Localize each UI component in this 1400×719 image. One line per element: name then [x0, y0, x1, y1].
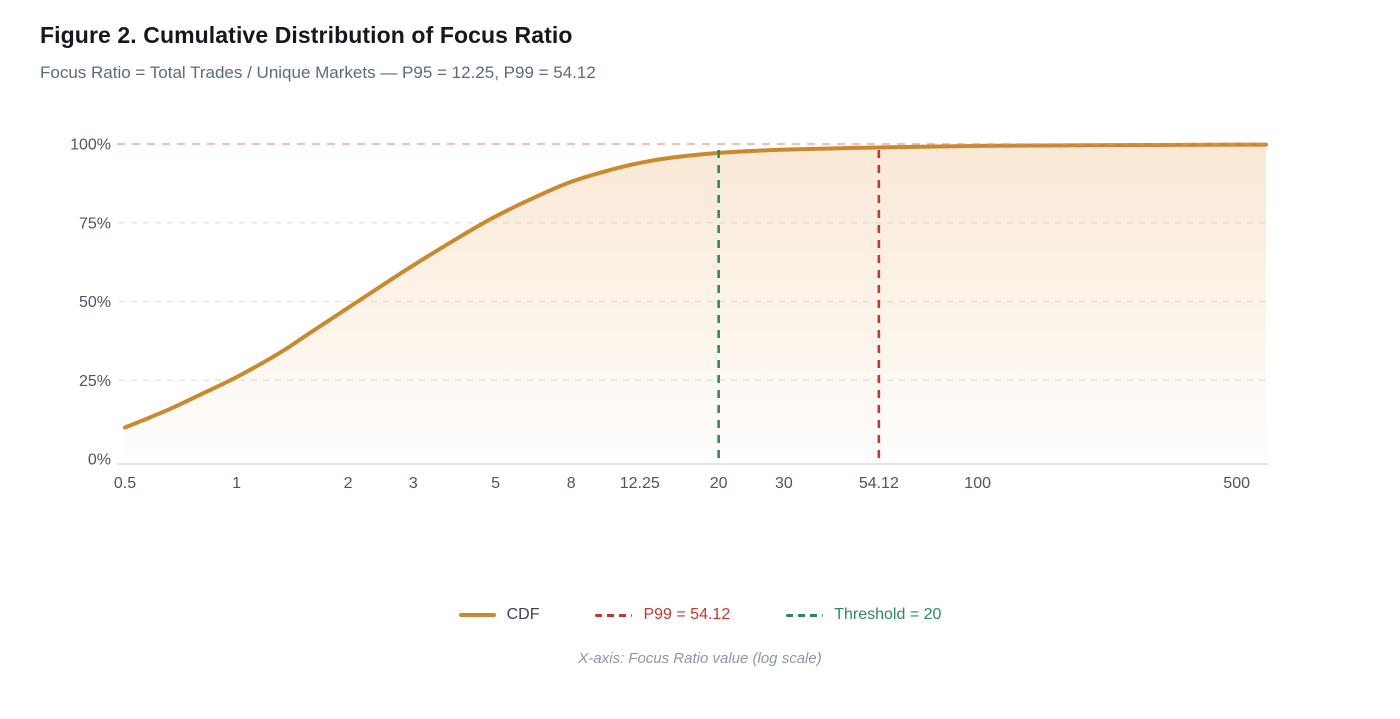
y-axis-labels: 0% 25% 50% 75% 100%	[70, 137, 111, 469]
svg-text:50%: 50%	[79, 294, 111, 311]
threshold-dashed-swatch	[786, 613, 824, 617]
legend-item-cdf: CDF	[458, 606, 540, 624]
figure-subtitle: Focus Ratio = Total Trades / Unique Mark…	[40, 63, 596, 82]
svg-text:0%: 0%	[88, 452, 111, 469]
svg-text:100%: 100%	[70, 137, 111, 154]
legend-item-p99: P99 = 54.12	[595, 606, 730, 624]
svg-text:20: 20	[710, 475, 728, 492]
svg-text:1: 1	[232, 475, 241, 492]
svg-text:54.12: 54.12	[859, 475, 899, 492]
legend-label-p99: P99 = 54.12	[643, 606, 731, 623]
x-axis-labels: 0.5 1 2 3 5 8 12.25 20 30 54.12 100 500	[114, 475, 1250, 492]
svg-text:0.5: 0.5	[114, 475, 136, 492]
cdf-area-fill	[125, 144, 1266, 459]
svg-text:25%: 25%	[79, 373, 111, 390]
svg-text:5: 5	[491, 475, 500, 492]
legend-label-cdf: CDF	[506, 606, 540, 623]
figure-header: Figure 2. Cumulative Distribution of Foc…	[0, 0, 1400, 83]
cdf-chart: 0% 25% 50% 75% 100% 0.5 1 2 3 5 8 12.25 20 30 54.12 100…	[70, 137, 1268, 492]
legend-item-threshold: Threshold = 20	[786, 606, 941, 624]
cdf-line-swatch	[458, 613, 496, 617]
svg-text:8: 8	[567, 475, 576, 492]
chart-container: 0% 25% 50% 75% 100% 0.5 1 2 3 5 8 12.25 20 30 54.12 100…	[0, 99, 1400, 504]
cdf-line	[123, 142, 1268, 430]
svg-text:30: 30	[775, 475, 793, 492]
svg-text:100: 100	[964, 475, 991, 492]
svg-text:75%: 75%	[79, 215, 111, 232]
axis-caption: X-axis: Focus Ratio value (log scale)	[578, 650, 822, 667]
svg-text:2: 2	[344, 475, 353, 492]
figure-title: Figure 2. Cumulative Distribution of Foc…	[40, 22, 573, 48]
svg-text:12.25: 12.25	[620, 475, 660, 492]
p99-dashed-swatch	[595, 613, 633, 617]
legend-label-threshold: Threshold = 20	[834, 606, 942, 623]
chart-legend: CDF P99 = 54.12 Threshold = 20	[0, 606, 1400, 624]
svg-text:3: 3	[409, 475, 418, 492]
svg-text:500: 500	[1223, 475, 1250, 492]
